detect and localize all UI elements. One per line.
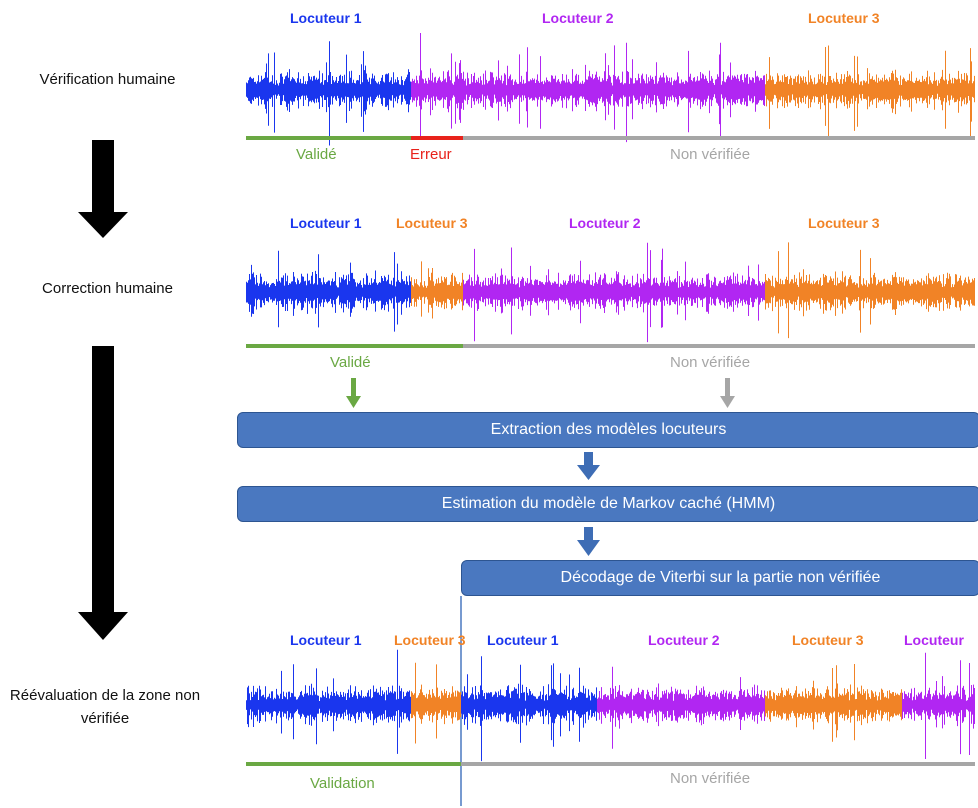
- speaker-label: Locuteur 3: [396, 215, 468, 231]
- waveform-segment-speaker2: [411, 33, 765, 143]
- waveform-segment-speaker3: [411, 662, 461, 744]
- process-step-viterbi-decoding: Décodage de Viterbi sur la partie non vé…: [461, 560, 978, 596]
- timeline-segment-validated: [246, 344, 463, 348]
- waveform-segment-speaker3: [765, 45, 975, 140]
- speaker-label: Locuteur 1: [487, 632, 559, 648]
- speaker-label: Locuteur 3: [808, 215, 880, 231]
- process-step-hmm-estimation: Estimation du modèle de Markov caché (HM…: [237, 486, 978, 522]
- waveform-segment-speaker3: [765, 664, 902, 742]
- speaker-label: Locuteur 3: [792, 632, 864, 648]
- timeline-segment-validated: [246, 136, 411, 140]
- waveform-segment-speaker2: [463, 242, 765, 343]
- waveform-segment-speaker1: [246, 649, 411, 754]
- stage-label-correction: Correction humaine: [42, 280, 173, 297]
- speaker-label: Locuteur 3: [394, 632, 466, 648]
- down-arrow-icon: [78, 140, 128, 238]
- waveform-segment-speaker1: [461, 656, 597, 762]
- process-step-extraction: Extraction des modèles locuteurs: [237, 412, 978, 448]
- status-label-unverified: Non vérifiée: [670, 354, 751, 371]
- speaker-label: Locuteur 2: [542, 10, 614, 26]
- waveform-segment-speaker1: [246, 250, 411, 332]
- speaker-label: Locuteur 1: [290, 215, 362, 231]
- speaker-label: Locuteur 1: [290, 10, 362, 26]
- small-down-arrow-icon: [577, 452, 600, 480]
- small-down-arrow-icon: [577, 527, 600, 556]
- stage-label-reevaluation: Réévaluation de la zone non vérifiée: [9, 687, 201, 727]
- down-arrow-icon: [78, 346, 128, 640]
- timeline-segment-unverified: [461, 762, 975, 766]
- small-down-arrow-icon: [720, 378, 735, 408]
- waveform-segment-speaker3: [411, 261, 463, 319]
- status-label-error: Erreur: [410, 146, 452, 163]
- status-label-validated: Validé: [330, 354, 371, 371]
- timeline-segment-unverified: [463, 136, 975, 140]
- waveform-segment-speaker2: [902, 652, 975, 759]
- waveform-segment-speaker1: [246, 41, 411, 146]
- timeline-segment-error: [411, 136, 463, 140]
- status-label-validated: Validé: [296, 146, 337, 163]
- speaker-label: Locuteur 2: [648, 632, 720, 648]
- stage-label-verification: Vérification humaine: [39, 71, 176, 88]
- speaker-label: Locuteur: [904, 632, 964, 648]
- timeline-segment-unverified: [463, 344, 975, 348]
- small-down-arrow-icon: [346, 378, 361, 408]
- waveform-segment-speaker3: [765, 242, 975, 339]
- status-label-validation: Validation: [310, 775, 375, 792]
- status-label-unverified: Non vérifiée: [670, 770, 751, 787]
- waveform-segment-speaker2: [597, 666, 765, 749]
- speaker-label: Locuteur 2: [569, 215, 641, 231]
- speaker-label: Locuteur 1: [290, 632, 362, 648]
- status-label-unverified: Non vérifiée: [670, 146, 751, 163]
- timeline-segment-validated: [246, 762, 461, 766]
- speaker-label: Locuteur 3: [808, 10, 880, 26]
